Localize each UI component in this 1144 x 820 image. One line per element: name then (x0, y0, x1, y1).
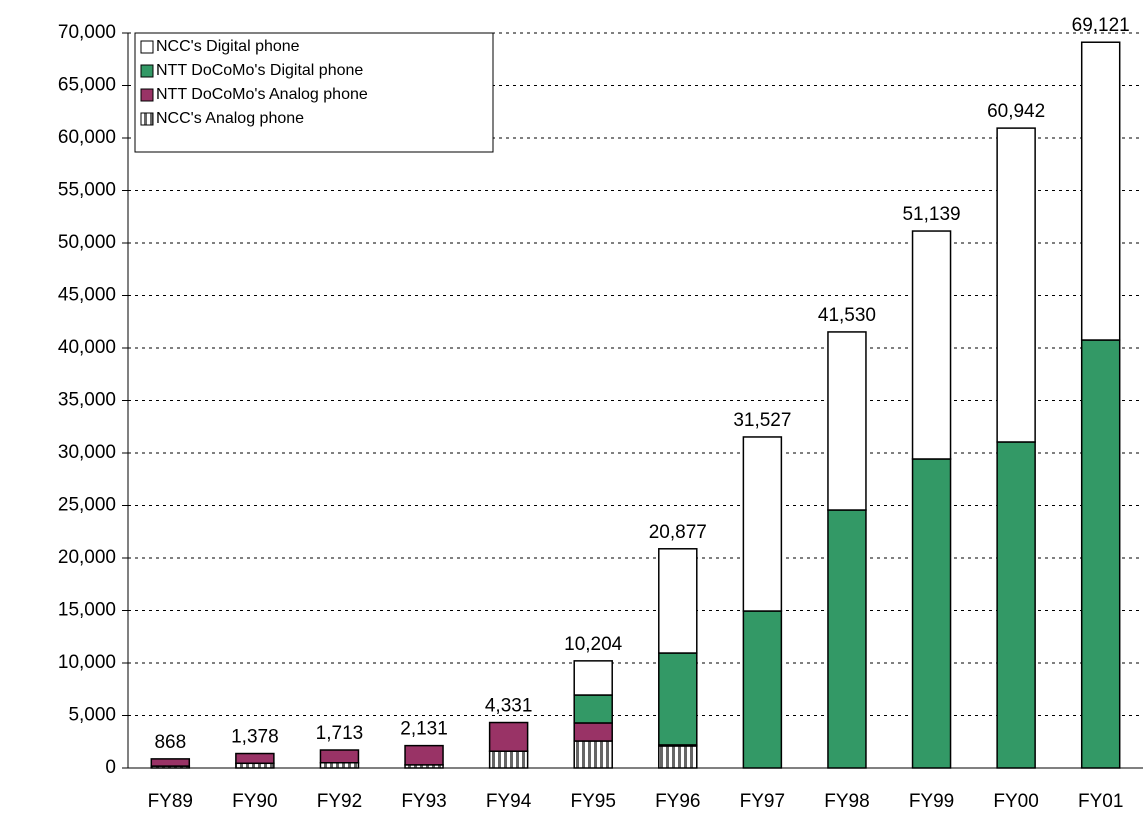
x-tick-label: FY00 (993, 791, 1038, 812)
bar-segment (573, 694, 613, 724)
legend-box (134, 32, 494, 153)
x-tick-label: FY96 (655, 791, 700, 812)
total-label: 60,942 (987, 101, 1045, 122)
bar-segment (658, 652, 698, 746)
total-label: 4,331 (485, 696, 533, 717)
x-tick-label: FY94 (486, 791, 532, 812)
bar-segment (319, 749, 360, 764)
y-tick-label: 60,000 (58, 127, 116, 148)
total-label: 69,121 (1072, 15, 1130, 36)
total-label: 868 (154, 732, 186, 753)
bar-segment (488, 721, 529, 752)
y-tick-label: 30,000 (58, 442, 116, 463)
bar-segment (235, 752, 275, 765)
legend-label: NCC's Digital phone (156, 38, 300, 55)
bar-segment (742, 436, 783, 612)
x-tick-label: FY97 (740, 791, 785, 812)
x-tick-label: FY01 (1078, 791, 1123, 812)
bar-segment (573, 740, 613, 769)
total-label: 41,530 (818, 305, 876, 326)
bar-segment (827, 331, 867, 511)
bar-segment (404, 744, 444, 766)
bar-segment (1080, 339, 1121, 769)
legend-swatch (140, 112, 154, 126)
x-tick-label: FY98 (824, 791, 869, 812)
y-tick-label: 10,000 (58, 652, 116, 673)
bar-segment (1080, 41, 1121, 341)
bar-segment (911, 230, 952, 460)
bar-segment (911, 458, 952, 769)
bar-segment (658, 548, 698, 654)
bar-segment (573, 660, 613, 696)
y-tick-label: 25,000 (58, 495, 116, 516)
legend-label: NCC's Analog phone (156, 110, 304, 127)
bar-segment (573, 722, 613, 742)
legend-swatch (140, 64, 154, 78)
total-label: 20,877 (649, 522, 707, 543)
y-tick-label: 45,000 (58, 285, 116, 306)
y-tick-label: 5,000 (68, 705, 116, 726)
x-tick-label: FY95 (570, 791, 615, 812)
bar-segment (488, 750, 529, 769)
y-tick-label: 20,000 (58, 547, 116, 568)
legend-swatch (140, 40, 154, 54)
y-tick-label: 0 (105, 757, 116, 778)
y-tick-label: 15,000 (58, 600, 116, 621)
legend-label: NTT DoCoMo's Digital phone (156, 62, 363, 79)
bar-segment (658, 745, 698, 769)
total-label: 10,204 (564, 634, 623, 655)
legend-label: NTT DoCoMo's Analog phone (156, 86, 368, 103)
total-label: 51,139 (902, 204, 960, 225)
y-tick-label: 40,000 (58, 337, 116, 358)
total-label: 2,131 (400, 719, 448, 740)
y-tick-label: 70,000 (58, 22, 116, 43)
y-tick-label: 50,000 (58, 232, 116, 253)
y-tick-label: 35,000 (58, 390, 116, 411)
total-label: 1,713 (316, 723, 364, 744)
y-tick-label: 55,000 (58, 180, 116, 201)
x-tick-label: FY90 (232, 791, 277, 812)
bar-segment (150, 758, 191, 767)
bar-segment (827, 509, 867, 769)
bar-segment (742, 610, 783, 769)
bar-segment (319, 762, 360, 769)
total-label: 1,378 (231, 727, 279, 748)
bar-segment (996, 127, 1036, 443)
y-tick-label: 65,000 (58, 75, 116, 96)
legend-swatch (140, 88, 154, 102)
x-tick-label: FY92 (317, 791, 362, 812)
bar-segment (996, 441, 1036, 769)
legend: NCC's Digital phone NTT DoCoMo's Digital … (134, 32, 494, 153)
total-label: 31,527 (733, 410, 791, 431)
x-tick-label: FY99 (909, 791, 954, 812)
x-tick-label: FY89 (148, 791, 193, 812)
x-tick-label: FY93 (401, 791, 446, 812)
